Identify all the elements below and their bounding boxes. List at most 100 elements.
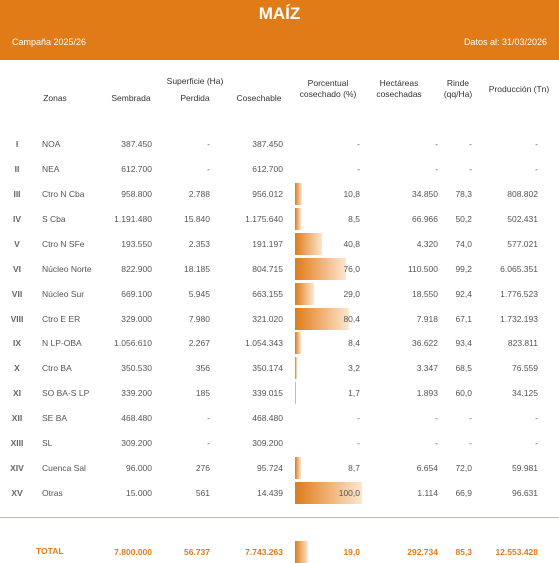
cell: - xyxy=(535,163,538,174)
cell: 66.966 xyxy=(412,213,438,224)
cell: 612.700 xyxy=(252,163,283,174)
cell: 1.732.193 xyxy=(500,313,538,324)
cell: 34.125 xyxy=(512,388,538,399)
cell: 96.631 xyxy=(512,488,538,499)
zone: Ctro E ER xyxy=(42,313,81,324)
row-number: XI xyxy=(12,388,22,399)
campaign: Campaña 2025/26 xyxy=(12,37,87,47)
pct-label: 10,8 xyxy=(343,188,360,199)
zone: Otras xyxy=(42,488,63,499)
cell: 7.918 xyxy=(416,313,438,324)
cell: 1.893 xyxy=(416,388,438,399)
row-number: XV xyxy=(11,488,23,499)
cell: - xyxy=(357,139,360,149)
zone: SO BA-S LP xyxy=(42,388,90,399)
cell: 14.439 xyxy=(257,488,283,499)
cell: - xyxy=(435,413,438,424)
pct-bar xyxy=(295,332,301,355)
column-header: Hectáreas cosechadas xyxy=(376,78,422,99)
cell: 309.200 xyxy=(252,438,283,449)
cell: - xyxy=(207,163,210,174)
cell: 50,2 xyxy=(455,213,472,224)
pct-bar xyxy=(295,541,308,563)
cell: - xyxy=(435,163,438,174)
cell: 577.021 xyxy=(507,238,538,249)
cell: 78,3 xyxy=(455,188,472,199)
cell: - xyxy=(535,139,538,149)
row-number: III xyxy=(13,188,21,199)
cell: 339.015 xyxy=(252,388,283,399)
pct-label: 29,0 xyxy=(343,288,360,299)
cell: 72,0 xyxy=(455,463,472,474)
row-number: VIII xyxy=(10,313,24,324)
total-separator xyxy=(0,517,559,518)
cell: 15.000 xyxy=(126,488,152,499)
cell: 663.155 xyxy=(252,288,283,299)
cell: 804.715 xyxy=(252,263,283,274)
cell: 2.788 xyxy=(188,188,210,199)
cell: 93,4 xyxy=(455,338,472,349)
cell: 76.559 xyxy=(512,363,538,374)
row-number: IV xyxy=(12,213,22,224)
pct-bar xyxy=(295,182,303,205)
header-band xyxy=(0,0,559,60)
cell: 468.480 xyxy=(121,413,152,424)
row-number: VI xyxy=(12,263,22,274)
cell: 6.065.351 xyxy=(500,263,538,274)
cell: 67,1 xyxy=(455,313,472,324)
cell: - xyxy=(357,413,360,424)
cell: - xyxy=(207,438,210,449)
cell: 7.800.000 xyxy=(114,547,152,557)
row-number: XIV xyxy=(10,463,24,474)
cell: 1.114 xyxy=(417,488,438,499)
column-header: Perdida xyxy=(180,93,210,103)
cell: 561 xyxy=(195,488,210,499)
zone: Núcleo Norte xyxy=(42,263,92,274)
row-number: IX xyxy=(12,338,22,349)
pct-label: 76,0 xyxy=(343,263,360,274)
zone: Ctro N SFe xyxy=(42,238,85,249)
cell: - xyxy=(469,163,472,174)
date: Datos al: 31/03/2026 xyxy=(463,37,547,47)
cell: 956.012 xyxy=(252,188,283,199)
cell: - xyxy=(435,139,438,149)
cell: 92,4 xyxy=(455,288,472,299)
cell: 18.185 xyxy=(184,263,210,274)
cell: 96.000 xyxy=(126,463,152,474)
pct-bar xyxy=(295,357,298,380)
cell: 7.980 xyxy=(188,313,210,324)
cell: 56.737 xyxy=(184,547,210,557)
cell: - xyxy=(435,438,438,449)
pct-bar xyxy=(295,232,323,255)
cell: 18.550 xyxy=(412,288,438,299)
cell: - xyxy=(207,139,210,149)
pct-label: 8,4 xyxy=(348,338,360,349)
cell: 7.743.263 xyxy=(245,547,283,557)
cell: 292.734 xyxy=(407,547,438,557)
cell: 276 xyxy=(195,463,210,474)
cell: - xyxy=(535,413,538,424)
total-label: TOTAL xyxy=(36,546,64,556)
row-number: XII xyxy=(11,413,23,424)
cell: 2.353 xyxy=(188,238,210,249)
pct-label: 100,0 xyxy=(338,488,360,499)
cell: 1.056.610 xyxy=(114,338,152,349)
cell: - xyxy=(535,438,538,449)
cell: - xyxy=(357,163,360,174)
pct-label: 19,0 xyxy=(343,547,360,557)
pct-bar xyxy=(295,282,315,305)
column-header: Sembrada xyxy=(111,93,151,103)
zone: N LP-OBA xyxy=(42,338,82,349)
cell: 60,0 xyxy=(455,388,472,399)
pct-label: 80,4 xyxy=(343,313,360,324)
cell: 66,9 xyxy=(455,488,472,499)
zone: SE BA xyxy=(42,413,68,424)
cell: 5.945 xyxy=(188,288,210,299)
cell: 12.553.428 xyxy=(495,547,538,557)
cell: 4.320 xyxy=(416,238,438,249)
zone: NOA xyxy=(42,139,61,149)
cell: 823.811 xyxy=(507,338,538,349)
cell: - xyxy=(207,413,210,424)
cell: 808.802 xyxy=(507,188,538,199)
